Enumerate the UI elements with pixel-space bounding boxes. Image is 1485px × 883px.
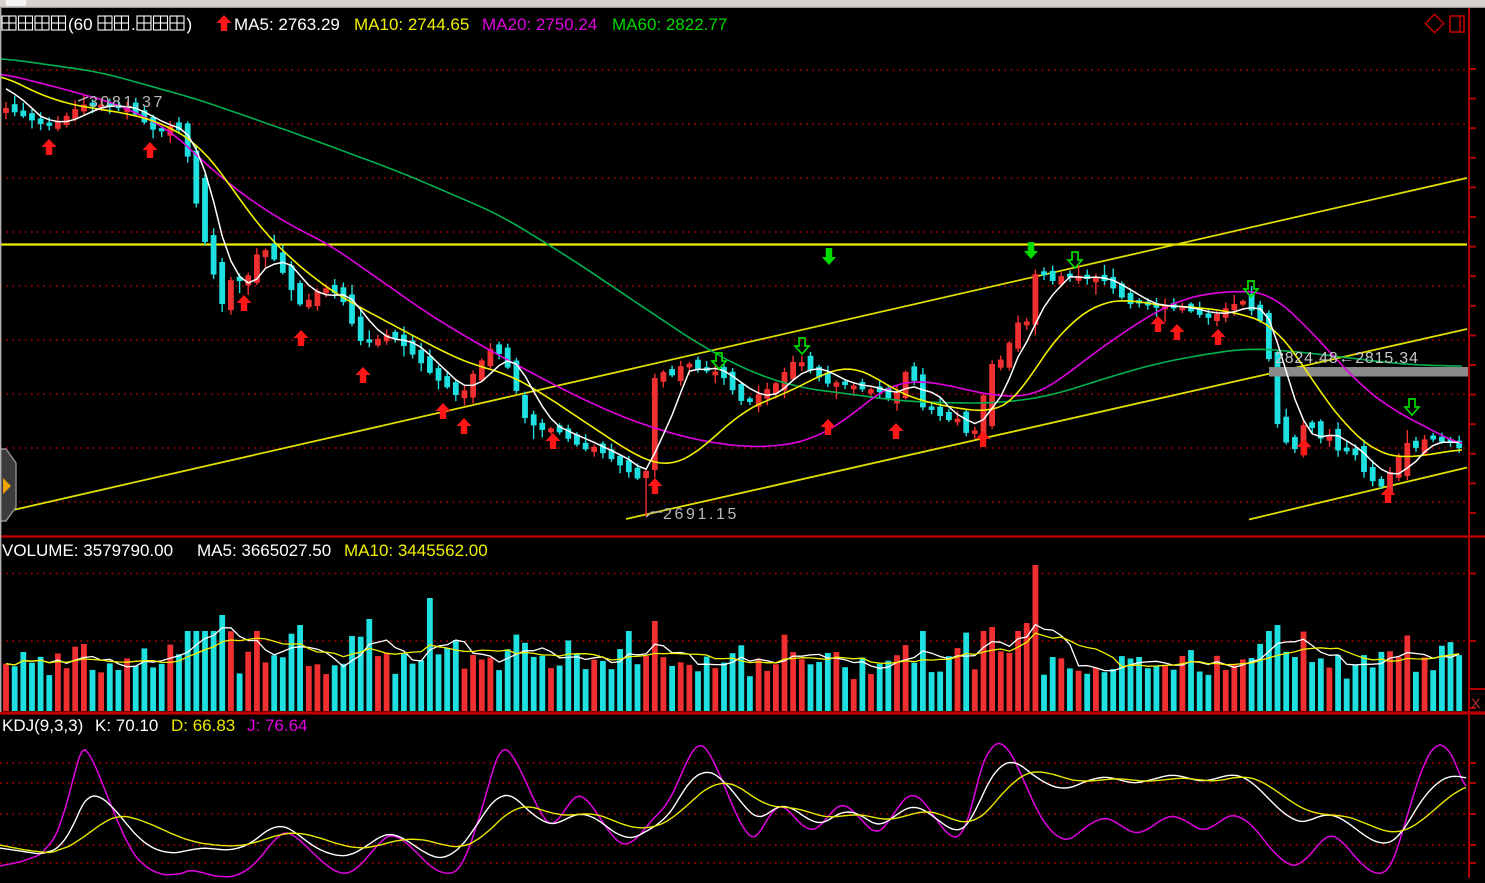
svg-text:2824.48←2815.34: 2824.48←2815.34 xyxy=(1275,350,1419,367)
svg-text:MA5: 3665027.50: MA5: 3665027.50 xyxy=(197,541,331,560)
svg-text:(60: (60 xyxy=(68,15,93,34)
svg-text:KDJ(9,3,3): KDJ(9,3,3) xyxy=(2,716,83,735)
svg-text:MA10: 2744.65: MA10: 2744.65 xyxy=(354,15,469,34)
svg-text:MA60: 2822.77: MA60: 2822.77 xyxy=(612,15,727,34)
svg-text:MA10: 3445562.00: MA10: 3445562.00 xyxy=(344,541,488,560)
svg-text:MA20: 2750.24: MA20: 2750.24 xyxy=(482,15,597,34)
svg-text:VOLUME: 3579790.00: VOLUME: 3579790.00 xyxy=(2,541,173,560)
svg-text:2691.15: 2691.15 xyxy=(663,506,739,523)
svg-text:X: X xyxy=(1471,695,1481,711)
svg-text:D: 66.83: D: 66.83 xyxy=(171,716,235,735)
svg-text:J: 76.64: J: 76.64 xyxy=(247,716,308,735)
svg-text:3081.37: 3081.37 xyxy=(89,94,165,111)
svg-text:MA5: 2763.29: MA5: 2763.29 xyxy=(234,15,340,34)
svg-text:): ) xyxy=(187,15,193,34)
svg-text:.: . xyxy=(131,15,136,34)
svg-text:K: 70.10: K: 70.10 xyxy=(95,716,158,735)
